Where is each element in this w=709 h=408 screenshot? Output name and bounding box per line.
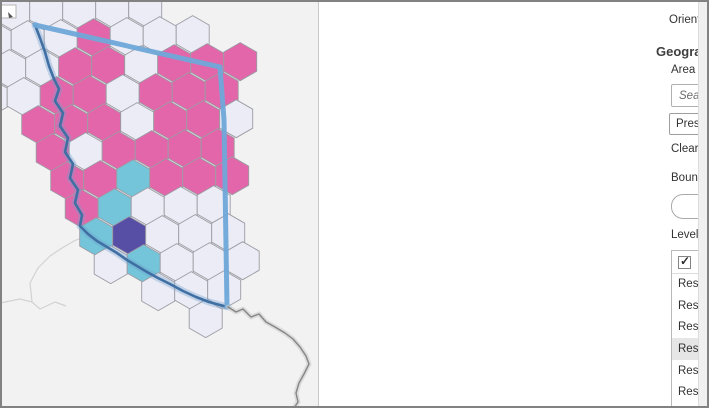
admin-boundary-line xyxy=(0,298,67,310)
clipped-map-control xyxy=(0,4,17,19)
scrollbar-track[interactable] xyxy=(698,0,709,408)
hexagon-cell-pink[interactable] xyxy=(223,42,258,82)
settings-panel: Orientation High values Geography Area o… xyxy=(319,0,709,408)
map-view[interactable] xyxy=(0,0,319,408)
panel-divider xyxy=(318,0,319,408)
hexagon-cell-lavender[interactable] xyxy=(188,299,223,339)
geography-heading: Geography xyxy=(656,44,709,59)
hexagon-cell-lavender[interactable] xyxy=(207,270,242,310)
automatic-checkbox[interactable]: ✓ xyxy=(678,253,691,269)
checkmark-icon: ✓ xyxy=(680,253,691,268)
river-line xyxy=(33,23,230,309)
river-gray-line xyxy=(227,306,310,408)
cursor-artifact xyxy=(8,12,13,18)
county-boundary-line xyxy=(32,22,230,310)
hexagon-cell-lavender[interactable] xyxy=(219,99,254,139)
admin-boundary-line xyxy=(29,235,87,303)
